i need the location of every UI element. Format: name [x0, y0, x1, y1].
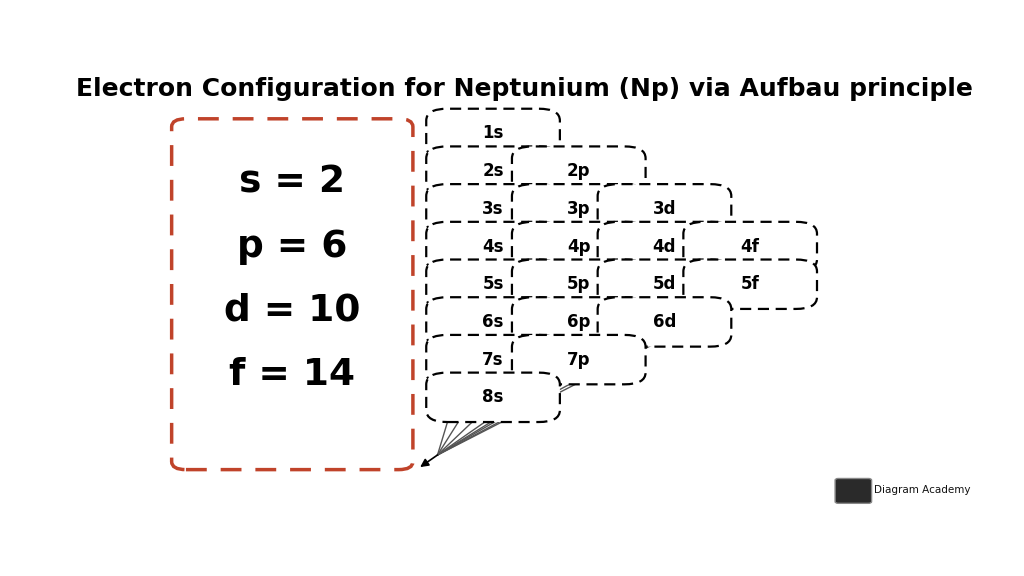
FancyBboxPatch shape — [426, 373, 560, 422]
Text: 7p: 7p — [567, 351, 591, 369]
FancyBboxPatch shape — [598, 184, 731, 233]
Text: 6p: 6p — [567, 313, 591, 331]
FancyBboxPatch shape — [426, 222, 560, 271]
FancyBboxPatch shape — [512, 297, 645, 347]
Text: 7s: 7s — [482, 351, 504, 369]
FancyBboxPatch shape — [426, 184, 560, 233]
FancyBboxPatch shape — [512, 184, 645, 233]
Text: diagramacademy.com: diagramacademy.com — [553, 266, 687, 351]
FancyBboxPatch shape — [836, 479, 871, 503]
Text: d = 10: d = 10 — [224, 293, 360, 329]
Text: 2p: 2p — [567, 162, 591, 180]
Text: f = 14: f = 14 — [229, 357, 355, 393]
FancyBboxPatch shape — [512, 260, 645, 309]
Text: s = 2: s = 2 — [240, 164, 345, 200]
FancyBboxPatch shape — [426, 146, 560, 196]
Text: 8s: 8s — [482, 388, 504, 406]
FancyBboxPatch shape — [512, 335, 645, 384]
Text: 3d: 3d — [652, 200, 676, 218]
Text: 6s: 6s — [482, 313, 504, 331]
Text: 4d: 4d — [652, 237, 676, 256]
Text: 5f: 5f — [740, 275, 760, 293]
FancyBboxPatch shape — [598, 260, 731, 309]
FancyBboxPatch shape — [426, 335, 560, 384]
Text: 5d: 5d — [652, 275, 676, 293]
FancyBboxPatch shape — [598, 297, 731, 347]
Text: 4f: 4f — [740, 237, 760, 256]
FancyBboxPatch shape — [512, 222, 645, 271]
Text: 6d: 6d — [652, 313, 676, 331]
FancyBboxPatch shape — [683, 222, 817, 271]
Text: 3p: 3p — [567, 200, 591, 218]
Text: 3s: 3s — [482, 200, 504, 218]
Text: Electron Configuration for Neptunium (Np) via Aufbau principle: Electron Configuration for Neptunium (Np… — [77, 77, 973, 101]
FancyBboxPatch shape — [426, 260, 560, 309]
Text: p = 6: p = 6 — [238, 229, 347, 264]
Text: 4s: 4s — [482, 237, 504, 256]
Text: 4p: 4p — [567, 237, 591, 256]
FancyBboxPatch shape — [512, 146, 645, 196]
FancyBboxPatch shape — [683, 260, 817, 309]
FancyBboxPatch shape — [598, 222, 731, 271]
Text: 5p: 5p — [567, 275, 591, 293]
FancyBboxPatch shape — [426, 109, 560, 158]
Text: 1s: 1s — [482, 124, 504, 142]
Text: Diagram Academy: Diagram Academy — [873, 486, 971, 495]
Text: 2s: 2s — [482, 162, 504, 180]
FancyBboxPatch shape — [426, 297, 560, 347]
Text: 5s: 5s — [482, 275, 504, 293]
